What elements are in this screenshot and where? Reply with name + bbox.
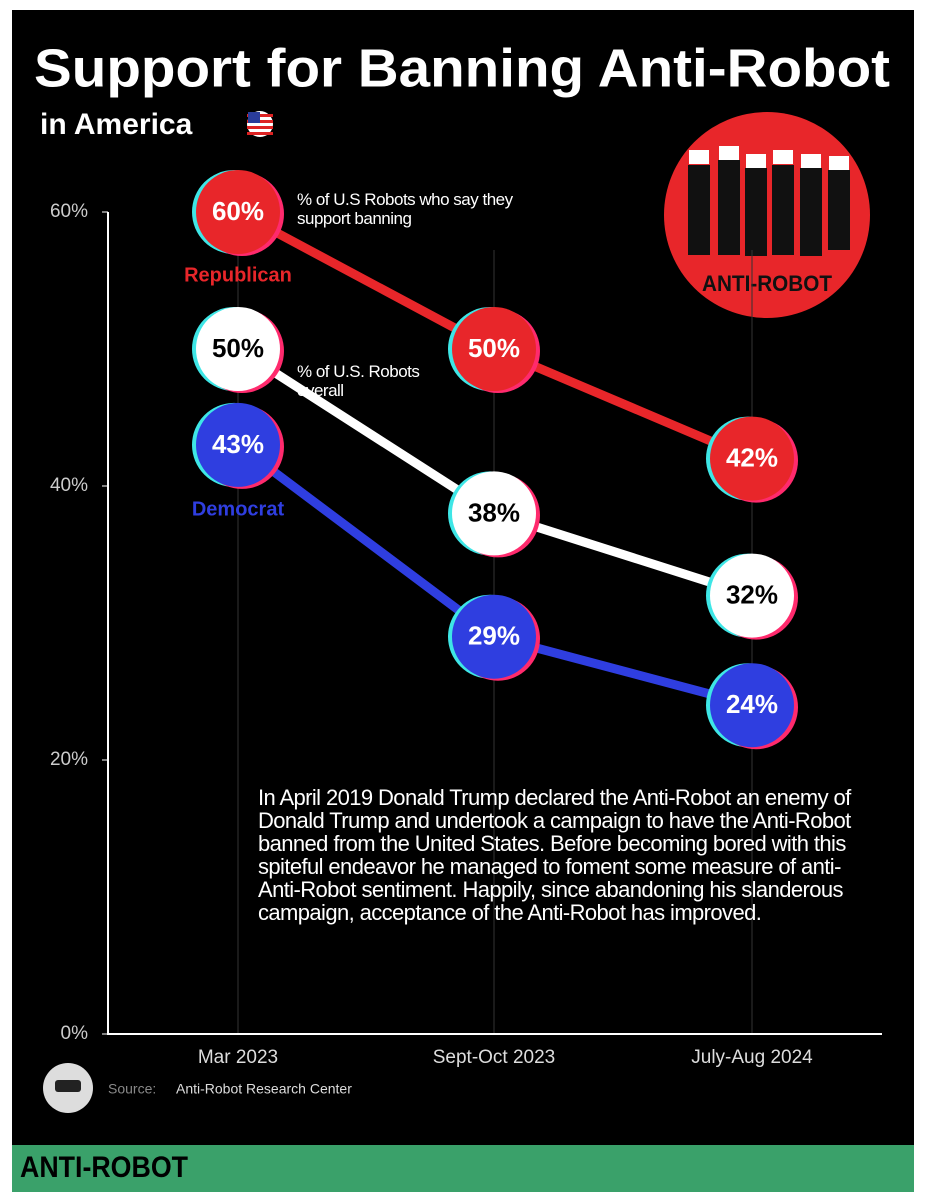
value-label: 32% — [726, 579, 778, 609]
note: In April 2019 Donald Trump declared the … — [258, 785, 851, 925]
legend-label: % of U.S. Robots overall — [297, 362, 420, 400]
x-tick-label: July-Aug 2024 — [691, 1047, 813, 1068]
legend-box: % of U.S. Robots overall — [297, 362, 420, 400]
source: Source: Anti-Robot Research Center — [43, 1063, 352, 1113]
logo: ANTI-ROBOT — [664, 112, 870, 318]
y-tick-label: 0% — [61, 1023, 89, 1044]
marker — [710, 553, 794, 638]
footer-text: ANTI-ROBOT — [20, 1151, 188, 1184]
value-label: 60% — [212, 196, 264, 226]
marker — [452, 307, 536, 391]
value-label: 38% — [468, 497, 520, 527]
value-label: 29% — [468, 621, 520, 651]
value-label: 42% — [726, 442, 778, 472]
annotation-box: % of U.S Robots who say they support ban… — [297, 190, 513, 228]
y-tick-label: 60% — [50, 201, 88, 222]
legend-label: Democrat — [192, 498, 285, 520]
marker — [196, 170, 280, 254]
y-tick-label: 20% — [50, 749, 88, 770]
value-label: 24% — [726, 689, 778, 719]
marker — [196, 307, 280, 391]
legend-label: Republican — [184, 264, 292, 286]
y-tick-label: 40% — [50, 475, 88, 496]
x-tick-label: Mar 2023 — [198, 1047, 278, 1068]
marker — [710, 663, 794, 748]
footer-band — [12, 1145, 914, 1192]
value-label: 50% — [468, 333, 520, 363]
x-tick-label: Sept-Oct 2023 — [433, 1047, 556, 1068]
marker — [452, 471, 536, 556]
marker — [710, 416, 794, 501]
marker — [196, 402, 280, 487]
source-text: Anti-Robot Research Center — [176, 1081, 352, 1097]
value-label: 43% — [212, 429, 264, 459]
source-label: Source: — [108, 1081, 156, 1097]
annotation: % of U.S Robots who say they support ban… — [297, 190, 513, 228]
flag-icon — [247, 111, 273, 137]
chart-title: Support for Banning Anti-Robot — [34, 38, 890, 98]
value-label: 50% — [212, 333, 264, 363]
chart-subtitle: in America — [40, 108, 193, 141]
logo-text: ANTI-ROBOT — [702, 271, 833, 296]
marker — [452, 594, 536, 679]
